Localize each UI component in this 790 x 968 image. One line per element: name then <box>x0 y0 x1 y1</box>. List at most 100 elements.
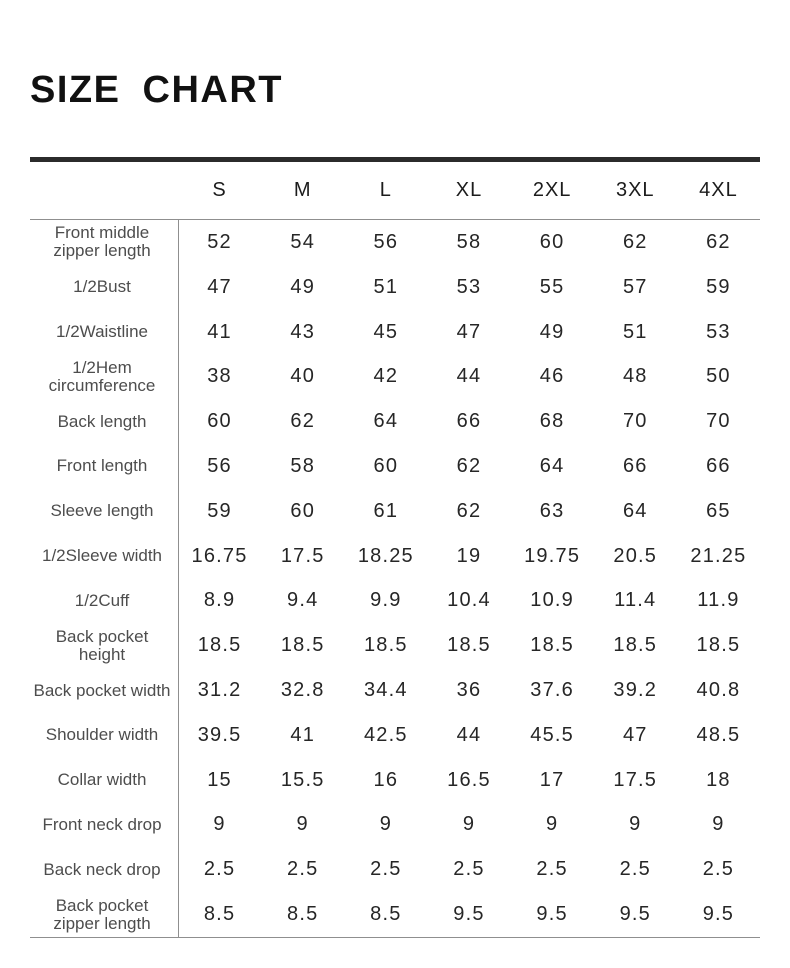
size-column-header: 3XL <box>615 179 655 201</box>
measurement-value: 68 <box>539 410 565 433</box>
measurement-value: 39.2 <box>613 679 658 702</box>
measurement-value: 9.5 <box>453 903 485 926</box>
measurement-value: 18 <box>706 768 731 791</box>
measurement-value: 70 <box>622 410 648 433</box>
measurement-value: 63 <box>539 499 565 522</box>
measurement-value: 44 <box>456 365 482 388</box>
measurement-value: 62 <box>290 410 316 433</box>
measurement-value: 53 <box>456 275 482 298</box>
measurement-value: 60 <box>539 230 565 253</box>
measurement-value: 49 <box>290 275 316 298</box>
measurement-value: 58 <box>456 230 482 253</box>
measurement-value: 48.5 <box>696 723 741 746</box>
measurement-value: 62 <box>622 230 648 253</box>
row-label: Back pocket height <box>55 626 149 664</box>
row-label: Collar width <box>57 770 147 790</box>
table-row: Back pocket zipper length 8.5 8.5 8.5 9.5 9.5… <box>30 892 760 937</box>
measurement-value: 41 <box>207 320 232 343</box>
measurement-value: 54 <box>290 230 316 253</box>
measurement-value: 16 <box>373 768 399 791</box>
measurement-value: 17.5 <box>613 768 658 791</box>
measurement-value: 43 <box>290 320 316 343</box>
measurement-value: 38 <box>207 365 232 388</box>
measurement-value: 56 <box>373 230 399 253</box>
measurement-value: 10.4 <box>447 589 491 612</box>
measurement-value: 18.5 <box>447 634 491 657</box>
table-row: Front middle zipper length 52 54 56 58 60 62 62 <box>30 220 760 265</box>
measurement-value: 10.9 <box>530 589 574 612</box>
measurement-value: 39.5 <box>197 723 242 746</box>
measurement-value: 55 <box>539 275 565 298</box>
table-row: 1/2Bust 47 49 51 53 55 57 59 <box>30 265 760 310</box>
row-label: 1/2Sleeve width <box>41 546 163 566</box>
measurement-value: 16.75 <box>191 544 248 567</box>
measurement-value: 66 <box>622 454 648 477</box>
measurement-value: 45 <box>373 320 399 343</box>
measurement-value: 8.5 <box>287 903 319 926</box>
size-column-header: 2XL <box>532 179 572 201</box>
measurement-value: 8.5 <box>203 903 236 926</box>
measurement-value: 18.5 <box>280 634 325 657</box>
table-row: Back neck drop 2.5 2.5 2.5 2.5 2.5 2.5 2.5 <box>30 847 760 892</box>
measurement-value: 20.5 <box>613 544 658 567</box>
measurement-value: 64 <box>622 499 648 522</box>
measurement-value: 18.25 <box>357 544 414 567</box>
table-row: Back pocket height 18.5 18.5 18.5 18.5 18.5 18… <box>30 623 760 668</box>
measurement-value: 9.5 <box>536 903 568 926</box>
table-row: Back pocket width 31.2 32.8 34.4 36 37.6 39.2 4… <box>30 668 760 713</box>
measurement-value: 9 <box>629 813 642 836</box>
measurement-value: 9.5 <box>702 903 735 926</box>
measurement-value: 47 <box>622 723 648 746</box>
table-row: Front length 56 58 60 62 64 66 66 <box>30 444 760 489</box>
measurement-value: 9 <box>213 813 226 836</box>
size-column-header: S <box>212 179 227 201</box>
row-label: 1/2Bust <box>73 277 131 297</box>
measurement-value: 9.5 <box>619 903 651 926</box>
measurement-value: 2.5 <box>287 858 319 881</box>
measurement-value: 18.5 <box>696 634 741 657</box>
row-label: 1/2Waistline <box>56 322 148 342</box>
measurement-value: 2.5 <box>702 858 735 881</box>
row-label: Back pocket width <box>33 680 171 700</box>
measurement-value: 2.5 <box>536 858 568 881</box>
measurement-value: 56 <box>207 454 232 477</box>
measurement-value: 9.9 <box>370 589 402 612</box>
row-label: Front middle zipper length <box>53 223 151 261</box>
measurement-value: 49 <box>539 320 565 343</box>
row-label: Front neck drop <box>42 814 162 834</box>
measurement-value: 40.8 <box>696 679 741 702</box>
measurement-value: 8.5 <box>370 903 402 926</box>
measurement-value: 2.5 <box>370 858 402 881</box>
measurement-value: 66 <box>456 410 482 433</box>
measurement-value: 36 <box>456 679 482 702</box>
measurement-value: 18.5 <box>613 634 658 657</box>
measurement-value: 9 <box>462 813 476 836</box>
measurement-value: 62 <box>456 499 482 522</box>
measurement-value: 9 <box>296 813 309 836</box>
measurement-value: 8.9 <box>203 589 236 612</box>
measurement-value: 2.5 <box>619 858 651 881</box>
size-header-row: S M L XL 2XL 3XL 4XL <box>30 162 760 220</box>
measurement-value: 15.5 <box>280 768 325 791</box>
measurement-value: 60 <box>290 499 316 522</box>
measurement-value: 64 <box>373 410 399 433</box>
measurement-value: 51 <box>373 275 399 298</box>
measurement-value: 61 <box>373 499 399 522</box>
table-row: Shoulder width 39.5 41 42.5 44 45.5 47 48.5 <box>30 713 760 758</box>
measurement-value: 59 <box>706 275 731 298</box>
row-label: Front length <box>56 456 148 476</box>
measurement-value: 53 <box>706 320 731 343</box>
measurement-value: 47 <box>456 320 482 343</box>
measurement-value: 62 <box>456 454 482 477</box>
measurement-value: 2.5 <box>203 858 236 881</box>
table-row: 1/2Hem circumference 38 40 42 44 46 48 50 <box>30 354 760 399</box>
measurement-value: 52 <box>207 230 232 253</box>
measurement-value: 57 <box>622 275 648 298</box>
measurement-value: 65 <box>706 499 731 522</box>
size-column-header: L <box>379 179 392 201</box>
measurement-value: 47 <box>207 275 232 298</box>
measurement-value: 42.5 <box>363 723 408 746</box>
table-row: Collar width 15 15.5 16 16.5 17 17.5 18 <box>30 758 760 803</box>
measurement-value: 48 <box>622 365 648 388</box>
row-label: 1/2Cuff <box>74 590 130 610</box>
